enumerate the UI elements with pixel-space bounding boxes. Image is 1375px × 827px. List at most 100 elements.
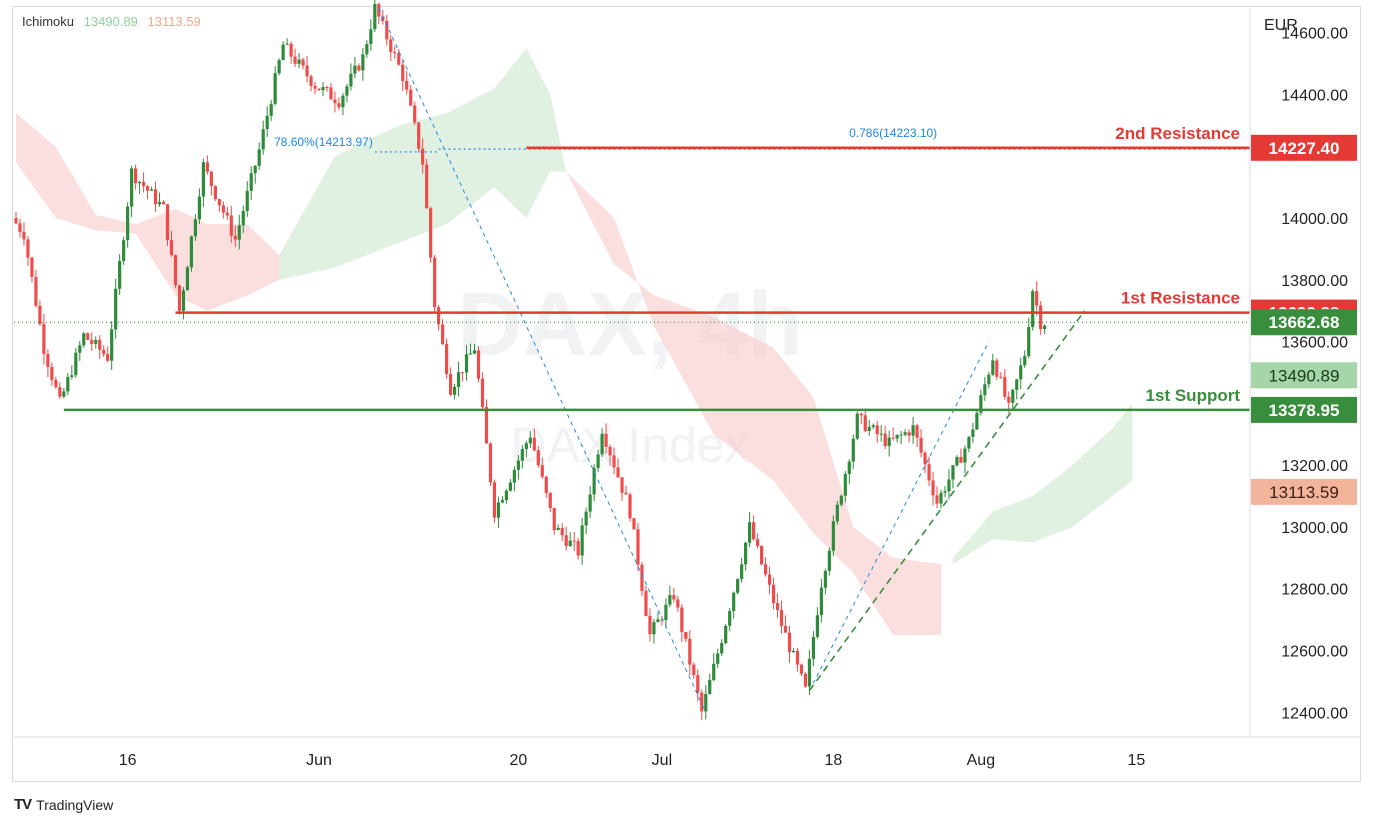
candle-body — [779, 609, 784, 626]
candle — [317, 88, 321, 91]
candle — [508, 479, 512, 492]
candle — [201, 158, 205, 207]
candle-body — [381, 16, 385, 21]
candle — [811, 631, 816, 667]
candle-body — [137, 181, 142, 184]
candle-body — [943, 491, 947, 493]
candle — [66, 373, 70, 396]
candle-body — [365, 44, 369, 55]
y-tick-label: 12600.00 — [1281, 644, 1348, 661]
candle — [831, 515, 835, 557]
candle — [345, 83, 349, 103]
candle — [532, 428, 536, 452]
candle — [923, 450, 927, 474]
candle-body — [891, 437, 895, 439]
x-tick-label: Aug — [967, 752, 995, 769]
candle — [22, 222, 26, 246]
candle — [584, 507, 588, 534]
candle — [34, 269, 38, 308]
candle-body — [704, 693, 708, 712]
candle-body — [931, 480, 935, 496]
candle-body — [373, 3, 377, 30]
candle-body — [939, 492, 943, 504]
candle — [401, 60, 405, 91]
candle-body — [604, 433, 608, 447]
candle-body — [855, 413, 859, 439]
candle-body — [843, 474, 847, 496]
trend-line-1 — [808, 341, 990, 691]
candle-body — [50, 366, 54, 380]
candle — [189, 235, 194, 272]
candle-body — [532, 437, 536, 451]
candle-body — [732, 592, 736, 612]
candle — [464, 345, 469, 381]
indicator-legend[interactable]: Ichimoku 13490.89 13113.59 — [22, 14, 207, 29]
candle-body — [572, 540, 576, 542]
candle — [385, 14, 389, 46]
candle — [652, 618, 656, 644]
candle-body — [664, 604, 668, 621]
candle-body — [1027, 327, 1031, 357]
candle-body — [460, 372, 465, 374]
candle — [273, 66, 277, 106]
candle — [680, 604, 684, 642]
candle-body — [357, 65, 361, 71]
candle — [847, 459, 851, 485]
candle — [393, 46, 397, 59]
candle-body — [261, 129, 265, 150]
candle — [305, 55, 309, 83]
candle-body — [983, 384, 987, 396]
candle-body — [114, 288, 118, 330]
candle — [18, 218, 22, 238]
candle — [373, 0, 377, 33]
candle-body — [1011, 389, 1015, 403]
candle-body — [297, 59, 301, 64]
candle-body — [285, 43, 289, 45]
candle — [915, 423, 919, 448]
candle-body — [791, 650, 796, 653]
candle — [931, 471, 935, 506]
fib-label-left: 78.60%(14213.97) — [274, 135, 373, 149]
candle-body — [636, 529, 640, 565]
candle-body — [78, 345, 82, 353]
candle-body — [433, 257, 437, 308]
candle-body — [835, 504, 839, 522]
level-price-tag-2: 13378.95 — [1269, 401, 1340, 420]
candle-body — [564, 535, 568, 547]
candle — [496, 496, 501, 528]
candle-body — [229, 215, 233, 236]
candle — [1035, 281, 1039, 316]
candle — [500, 496, 505, 504]
candle — [86, 332, 90, 341]
candle-body — [353, 65, 357, 74]
candle — [620, 477, 624, 501]
candle — [987, 371, 991, 389]
candle — [269, 99, 273, 121]
candle — [991, 353, 995, 377]
candle-body — [600, 433, 604, 455]
candle-body — [102, 349, 106, 355]
candle — [576, 537, 580, 560]
candle — [963, 445, 967, 473]
candle — [421, 138, 425, 174]
x-tick-label: 15 — [1127, 752, 1145, 769]
candle — [843, 471, 847, 503]
candle — [153, 181, 158, 212]
candle — [967, 435, 971, 453]
candle — [636, 523, 640, 572]
candle — [1027, 317, 1031, 359]
candle-body — [640, 564, 644, 591]
candle — [441, 319, 445, 346]
candle — [959, 448, 963, 463]
candle — [169, 230, 174, 257]
candle — [257, 142, 261, 171]
candle — [1039, 300, 1043, 335]
candle-body — [588, 494, 592, 512]
candle-body — [847, 461, 851, 475]
candle — [815, 607, 819, 639]
candle-body — [265, 115, 269, 130]
tradingview-logo[interactable]: TV TradingView — [14, 796, 113, 813]
candle — [1031, 289, 1035, 331]
candle-body — [528, 437, 532, 444]
